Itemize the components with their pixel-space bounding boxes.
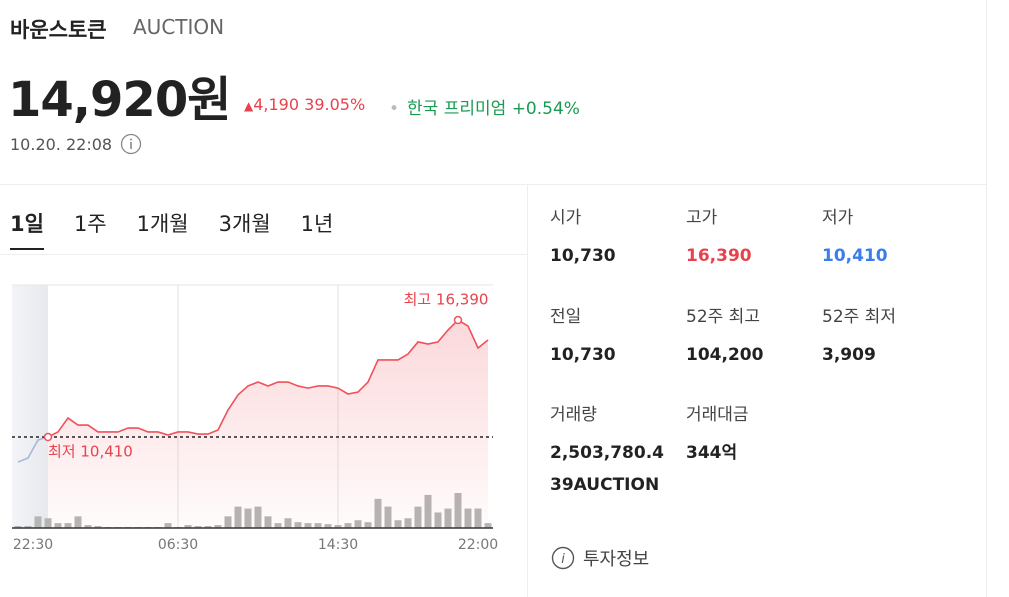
invest-info-text[interactable]: 투자정보 (583, 549, 650, 570)
stat-label: 전일 (550, 307, 582, 327)
stat-value: 2,503,780.439AUCTION (550, 443, 665, 495)
period-tab[interactable]: 1년 (300, 212, 334, 236)
period-tab[interactable]: 1주 (73, 212, 107, 236)
x-tick-label: 22:30 (13, 537, 53, 553)
price-area (48, 320, 488, 528)
stat: 저가 10,410 (822, 203, 947, 272)
info-icon[interactable] (120, 133, 142, 155)
chart: 22:30 06:30 14:30 22:00 최고 16,390 최저 10,410 (12, 284, 498, 553)
volume-bar (14, 526, 22, 528)
divider (527, 185, 528, 597)
stat-value: 10,730 (550, 246, 616, 266)
stat-label: 시가 (550, 208, 582, 228)
stat-label: 저가 (822, 208, 854, 228)
period-tab[interactable]: 1개월 (136, 212, 189, 236)
period-tabs: 1일 1주 1개월 3개월 1년 (10, 208, 333, 250)
change-amount: 4,190 (253, 95, 300, 114)
time-text: 10.20. 22:08 (10, 134, 113, 154)
extreme-marker (453, 315, 463, 325)
stat-label: 52주 최고 (686, 307, 760, 327)
change: ▲4,190 39.05% (244, 95, 366, 114)
divider (986, 0, 987, 597)
extreme-label: 최고 16,390 (404, 291, 489, 309)
stat-label: 고가 (686, 208, 718, 228)
volume-bar (24, 526, 32, 528)
divider (0, 184, 986, 185)
price-line (17, 436, 49, 463)
divider (0, 254, 527, 255)
change-rate: 39.05% (304, 95, 366, 114)
extreme-marker (43, 432, 53, 442)
stat: 고가 16,390 (686, 203, 811, 272)
x-tick-label: 14:30 (318, 537, 358, 553)
price: 14,920원 (8, 72, 231, 128)
pre-period-band (12, 285, 48, 528)
stat: 거래대금 344억 (686, 400, 811, 469)
stat: 시가 10,730 (550, 203, 675, 272)
svg-text:i: i (561, 552, 565, 567)
stat: 52주 최고 104,200 (686, 302, 811, 371)
premium: • 한국 프리미엄 +0.54% (389, 99, 580, 119)
stat-label: 52주 최저 (822, 307, 896, 327)
price-line (47, 319, 489, 438)
stat: 거래량 2,503,780.439AUCTION (550, 400, 675, 501)
stat-value: 104,200 (686, 345, 764, 365)
volume-bar (34, 516, 42, 528)
stat-value: 3,909 (822, 345, 876, 365)
period-tab[interactable]: 1일 (10, 208, 44, 250)
coin-name: 바운스토큰 (10, 18, 107, 42)
stat-label: 거래대금 (686, 405, 749, 425)
stat: 전일 10,730 (550, 302, 675, 371)
ticker: AUCTION (133, 15, 225, 39)
info-icon: i (551, 546, 575, 570)
stat-label: 거래량 (550, 405, 597, 425)
period-tab[interactable]: 3개월 (218, 212, 271, 236)
premium-label: 한국 프리미엄 (407, 99, 507, 119)
x-tick-label: 22:00 (458, 537, 498, 553)
premium-value: +0.54% (511, 99, 580, 119)
stat-value: 344억 (686, 443, 738, 463)
stat-value: 16,390 (686, 246, 752, 266)
x-tick-label: 06:30 (158, 537, 198, 553)
stat-value: 10,730 (550, 345, 616, 365)
stat-value: 10,410 (822, 246, 888, 266)
timestamp: 10.20. 22:08 (10, 133, 142, 155)
extreme-label: 최저 10,410 (48, 443, 133, 461)
invest-info[interactable]: i 투자정보 (551, 545, 649, 571)
stat: 52주 최저 3,909 (822, 302, 947, 371)
